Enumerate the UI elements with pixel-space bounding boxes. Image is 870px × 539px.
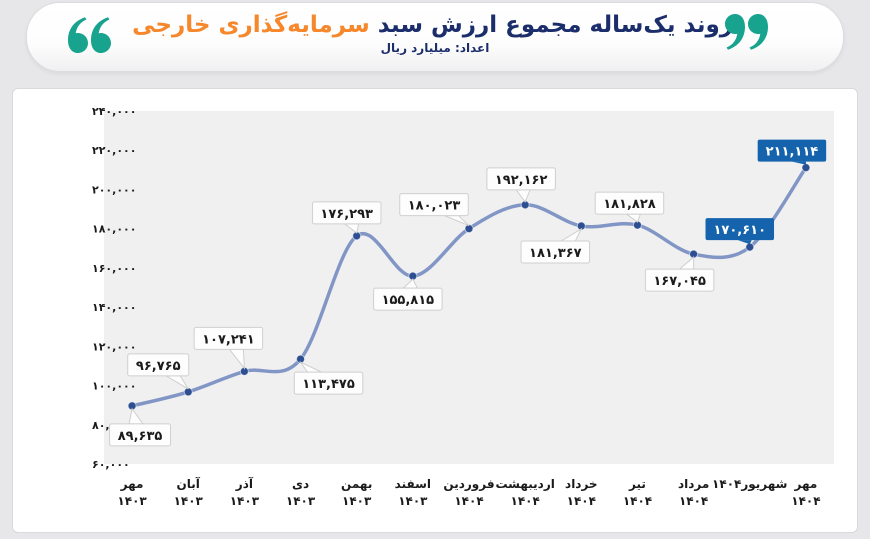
data-label-box bbox=[193, 326, 264, 350]
x-tick-label: آذر bbox=[235, 476, 254, 491]
header-titles: روند یک‌ساله مجموع ارزش سبد سرمایه‌گذاری… bbox=[132, 11, 733, 55]
x-tick-year-label: ۱۴۰۴ bbox=[567, 494, 596, 508]
x-tick-year-label: ۱۴۰۴ bbox=[679, 494, 708, 508]
data-label-value: ۲۱۱,۱۱۴ bbox=[766, 145, 819, 160]
y-tick-label: ۱۰۰,۰۰۰ bbox=[92, 380, 136, 393]
quote-open-icon bbox=[68, 17, 111, 53]
data-point-marker bbox=[464, 224, 474, 234]
chart-card: ۲۴۰,۰۰۰ ۲۲۰,۰۰۰ ۲۰۰,۰۰۰ ۱۸۰,۰۰۰ ۱۶۰,۰۰۰ ۱۴۰,۰… bbox=[12, 88, 858, 533]
x-tick-year-label: ۱۴۰۳ bbox=[398, 494, 428, 508]
y-tick-label: ۱۶۰,۰۰۰ bbox=[92, 262, 136, 275]
x-tick-year-label: ۱۴۰۴ bbox=[791, 494, 820, 508]
data-label-value: ۱۸۰,۰۲۳ bbox=[408, 199, 461, 214]
data-label-box bbox=[594, 191, 665, 215]
data-label-value: ۱۵۵,۸۱۵ bbox=[382, 293, 435, 308]
data-label-tail bbox=[737, 240, 752, 245]
x-tick-year-label: ۱۴۰۳ bbox=[286, 494, 316, 508]
data-label-box bbox=[373, 287, 443, 311]
page-title: روند یک‌ساله مجموع ارزش سبد سرمایه‌گذاری… bbox=[132, 11, 733, 40]
x-tick-label: فروردین bbox=[443, 477, 494, 492]
y-tick-label: ۲۴۰,۰۰۰ bbox=[92, 105, 136, 118]
y-tick-label: ۲۰۰,۰۰۰ bbox=[92, 183, 136, 196]
data-label-box bbox=[486, 167, 556, 191]
x-tick-label: مهر bbox=[120, 477, 144, 491]
x-tick-year-label: ۱۴۰۳ bbox=[230, 494, 260, 508]
x-tick-label: خرداد bbox=[565, 477, 598, 491]
data-label-value: ۱۸۱,۳۶۷ bbox=[529, 246, 582, 261]
data-label-callout bbox=[705, 218, 775, 241]
data-label-box bbox=[109, 423, 172, 447]
y-tick-label: ۶۰,۰۰۰ bbox=[92, 458, 130, 471]
header: روند یک‌ساله مجموع ارزش سبد سرمایه‌گذاری… bbox=[26, 2, 844, 72]
data-label-value: ۱۰۷,۲۴۱ bbox=[202, 332, 255, 347]
data-label-box bbox=[644, 268, 715, 292]
x-tick-year-label: ۱۴۰۳ bbox=[117, 494, 147, 508]
y-tick-label: ۱۲۰,۰۰۰ bbox=[92, 340, 136, 353]
y-tick-label: ۱۸۰,۰۰۰ bbox=[92, 223, 136, 236]
data-label-box bbox=[399, 193, 469, 217]
data-label-box bbox=[127, 353, 190, 377]
data-point-marker bbox=[296, 354, 306, 364]
x-tick-label: اردیبهشت bbox=[495, 477, 554, 491]
x-tick-label: مهر bbox=[794, 477, 818, 491]
data-point-marker bbox=[801, 163, 811, 173]
title-accent-text: سرمایه‌گذاری خارجی bbox=[132, 12, 370, 38]
x-tick-label: مرداد bbox=[678, 477, 709, 491]
data-label-value: ۹۶,۷۶۵ bbox=[136, 359, 181, 374]
data-label-value: ۱۹۲,۱۶۲ bbox=[495, 173, 548, 188]
y-tick-label: ۲۲۰,۰۰۰ bbox=[92, 144, 136, 157]
data-label-box bbox=[311, 201, 382, 225]
data-label-value: ۱۱۳,۴۷۵ bbox=[302, 377, 355, 392]
data-label-box bbox=[520, 240, 591, 264]
data-label-value: ۱۷۶,۲۹۳ bbox=[320, 207, 373, 222]
x-tick-label: دی bbox=[292, 477, 309, 491]
line-chart: ۲۴۰,۰۰۰ ۲۲۰,۰۰۰ ۲۰۰,۰۰۰ ۱۸۰,۰۰۰ ۱۶۰,۰۰۰ ۱۴۰,۰… bbox=[92, 105, 834, 508]
x-tick-year-label: ۱۴۰۳ bbox=[342, 494, 372, 508]
data-label-callout bbox=[757, 139, 827, 162]
title-main-text: روند یک‌ساله مجموع ارزش سبد bbox=[377, 12, 733, 38]
x-tick-year-label: ۱۴۰۴ bbox=[623, 494, 652, 508]
x-tick-label: تیر bbox=[628, 477, 646, 491]
x-tick-year-label: ۱۴۰۳ bbox=[174, 494, 204, 508]
unit-subtitle: اعداد: میلیارد ریال bbox=[380, 40, 490, 55]
data-point-marker bbox=[183, 387, 193, 397]
data-label-value: ۱۶۷,۰۴۵ bbox=[653, 274, 706, 289]
data-label-box bbox=[293, 371, 364, 395]
x-tick-label: شهریور۱۴۰۴ bbox=[712, 477, 787, 492]
x-tick-label: آبان bbox=[177, 476, 201, 491]
plot-background bbox=[104, 111, 834, 464]
data-label-tail bbox=[791, 161, 806, 165]
x-tick-label: بهمن bbox=[341, 477, 372, 491]
x-tick-year-label: ۱۴۰۴ bbox=[454, 494, 483, 508]
data-label-value: ۸۹,۶۳۵ bbox=[118, 429, 163, 444]
quote-close-icon bbox=[725, 14, 768, 50]
data-label-value: ۱۷۰,۶۱۰ bbox=[713, 223, 766, 238]
data-point-marker bbox=[745, 242, 755, 252]
x-tick-label: اسفند bbox=[395, 477, 431, 491]
y-tick-label: ۱۴۰,۰۰۰ bbox=[92, 301, 136, 314]
data-label-value: ۱۸۱,۸۲۸ bbox=[603, 197, 656, 212]
x-tick-year-label: ۱۴۰۴ bbox=[511, 494, 540, 508]
